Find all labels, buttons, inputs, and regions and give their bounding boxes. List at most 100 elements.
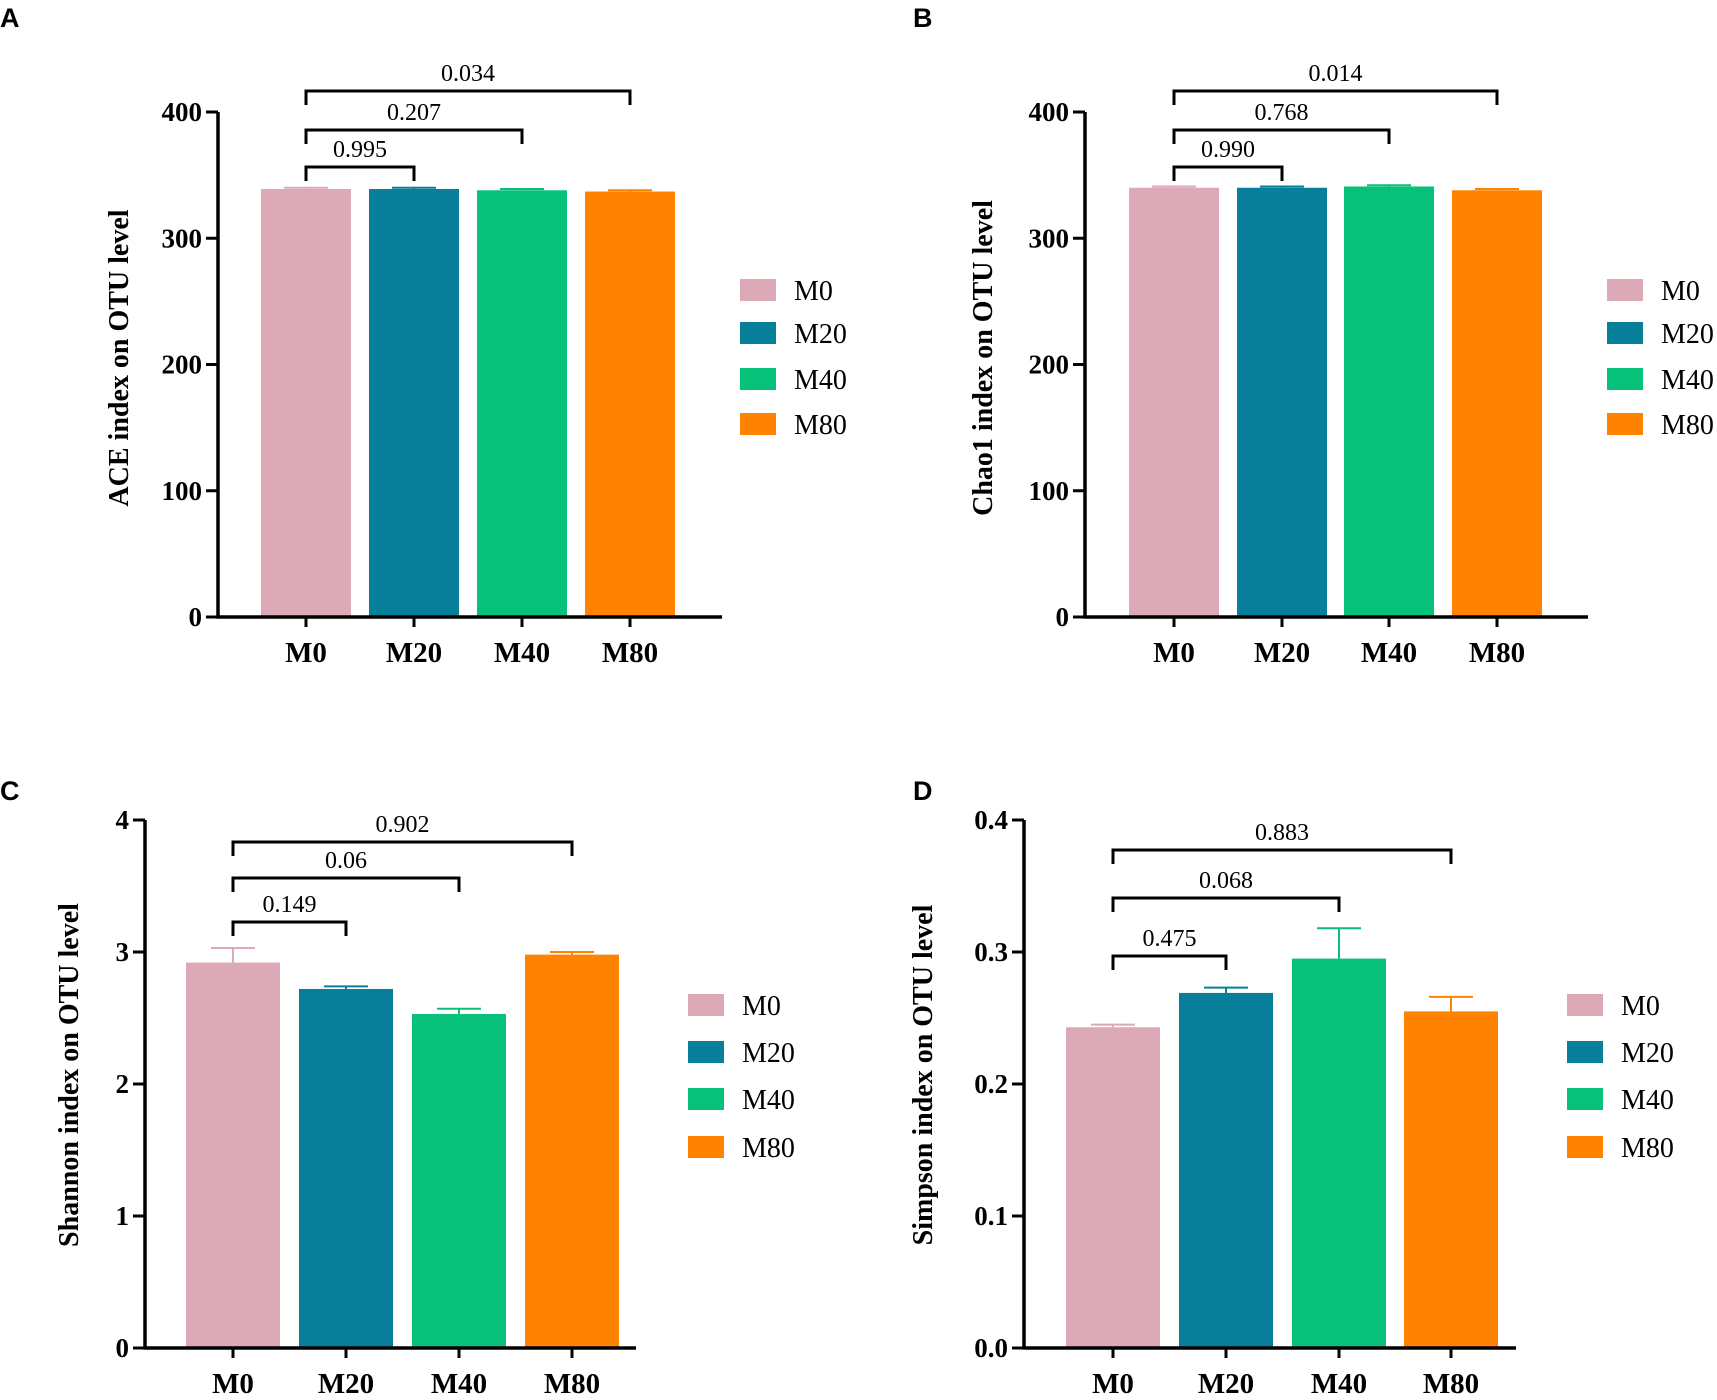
- legend-swatch-m0: [740, 279, 776, 301]
- p-value-label: 0.902: [376, 812, 430, 838]
- bar-m40: [1292, 958, 1386, 1348]
- legend-swatch-m20: [688, 1041, 724, 1063]
- significance-bracket: [231, 840, 574, 856]
- legend-swatch-m80: [688, 1136, 724, 1158]
- x-tick-label: M20: [386, 637, 442, 669]
- legend-swatch-m80: [1567, 1136, 1603, 1158]
- y-tick-label: 0.3: [974, 937, 1008, 967]
- p-value-label: 0.475: [1143, 926, 1197, 952]
- bar-m20: [369, 189, 459, 617]
- p-value-label: 0.068: [1199, 868, 1253, 894]
- y-axis-title: Shannon index on OTU level: [54, 903, 85, 1247]
- legend-label-m40: M40: [742, 1085, 795, 1116]
- x-tick-label: M0: [1153, 637, 1195, 669]
- y-tick-label: 4: [116, 805, 130, 835]
- p-value-label: 0.883: [1255, 820, 1309, 846]
- legend-swatch-m0: [1607, 279, 1643, 301]
- panel-letter: A: [0, 3, 20, 33]
- bar-m20: [299, 988, 393, 1348]
- bar-m80: [1404, 1011, 1498, 1348]
- panel-d: D M0 M20 M40 M80 0.0 0.1 0.2 0.3 0.4 Simpson index…: [908, 776, 1674, 1400]
- y-tick-label: 0: [189, 602, 203, 632]
- legend-label-m80: M80: [1661, 410, 1714, 441]
- y-tick-label: 0: [1056, 602, 1070, 632]
- legend-label-m20: M20: [1621, 1038, 1674, 1069]
- x-tick-label: M20: [1198, 1368, 1254, 1400]
- bar-m0: [186, 962, 280, 1348]
- bar-m80: [1452, 190, 1542, 617]
- legend-swatch-m80: [1607, 413, 1643, 435]
- x-tick-label: M80: [602, 637, 658, 669]
- bar-m20: [1179, 992, 1273, 1348]
- significance-bracket: [1172, 165, 1284, 181]
- x-tick-label: M80: [1423, 1368, 1479, 1400]
- x-tick-label: M80: [1469, 637, 1525, 669]
- significance-bracket: [304, 89, 632, 105]
- y-tick-label: 200: [162, 350, 203, 380]
- bar-m40: [1344, 186, 1434, 618]
- legend-label-m0: M0: [1621, 991, 1660, 1022]
- y-axis-title: Simpson index on OTU level: [908, 904, 939, 1245]
- legend-swatch-m20: [740, 322, 776, 344]
- legend-label-m40: M40: [1621, 1085, 1674, 1116]
- panel-letter: D: [913, 776, 933, 806]
- p-value-label: 0.06: [325, 848, 367, 874]
- significance-bracket: [231, 876, 461, 892]
- p-value-label: 0.768: [1255, 100, 1309, 126]
- y-tick-label: 2: [116, 1069, 130, 1099]
- y-tick-label: 300: [162, 223, 203, 253]
- bar-m80: [525, 954, 619, 1348]
- legend-label-m80: M80: [742, 1133, 795, 1164]
- y-tick-label: 0: [116, 1333, 130, 1363]
- bar-m40: [477, 190, 567, 617]
- x-tick-label: M40: [431, 1368, 487, 1400]
- p-value-label: 0.014: [1309, 61, 1363, 87]
- y-tick-label: 0.4: [974, 805, 1008, 835]
- legend-label-m40: M40: [1661, 365, 1714, 396]
- panel-letter: B: [913, 3, 933, 33]
- y-axis-title: Chao1 index on OTU level: [968, 200, 999, 516]
- legend-swatch-m40: [1607, 368, 1643, 390]
- x-tick-label: M40: [1361, 637, 1417, 669]
- panel-c: C M0 M20 M40 M80 0 1 2 3 4 Shannon index on OTU le…: [0, 776, 795, 1400]
- significance-bracket: [231, 920, 348, 936]
- legend-label-m0: M0: [794, 276, 833, 307]
- p-value-label: 0.207: [387, 100, 441, 126]
- y-axis-title: ACE index on OTU level: [104, 209, 135, 506]
- y-tick-label: 300: [1029, 223, 1070, 253]
- legend-swatch-m0: [688, 994, 724, 1016]
- significance-bracket: [1172, 128, 1391, 144]
- legend-swatch-m20: [1567, 1041, 1603, 1063]
- legend-swatch-m40: [688, 1088, 724, 1110]
- x-tick-label: M20: [318, 1368, 374, 1400]
- p-value-label: 0.034: [441, 61, 495, 87]
- legend-label-m20: M20: [794, 319, 847, 350]
- y-tick-label: 0.0: [974, 1333, 1008, 1363]
- y-tick-label: 100: [162, 476, 203, 506]
- bar-m0: [1066, 1027, 1160, 1348]
- legend-label-m80: M80: [1621, 1133, 1674, 1164]
- legend-label-m80: M80: [794, 410, 847, 441]
- panel-letter: C: [0, 776, 20, 806]
- y-tick-label: 0.1: [974, 1201, 1008, 1231]
- legend-label-m0: M0: [1661, 276, 1700, 307]
- significance-bracket: [1172, 89, 1499, 105]
- legend-label-m20: M20: [1661, 319, 1714, 350]
- x-tick-label: M40: [1311, 1368, 1367, 1400]
- y-tick-label: 3: [116, 937, 130, 967]
- legend-swatch-m20: [1607, 322, 1643, 344]
- x-tick-label: M0: [285, 637, 327, 669]
- x-tick-label: M0: [1092, 1368, 1134, 1400]
- x-tick-label: M0: [212, 1368, 254, 1400]
- bar-m40: [412, 1014, 506, 1348]
- significance-bracket: [1111, 896, 1341, 912]
- bar-m20: [1237, 187, 1327, 617]
- significance-bracket: [304, 165, 416, 181]
- y-tick-label: 400: [162, 97, 203, 127]
- y-tick-label: 100: [1029, 476, 1070, 506]
- legend-label-m20: M20: [742, 1038, 795, 1069]
- legend-label-m0: M0: [742, 991, 781, 1022]
- panel-a: A M0 M20 M40 M80 0 100 200 300 400 ACE index on OT…: [0, 3, 847, 669]
- legend-swatch-m80: [740, 413, 776, 435]
